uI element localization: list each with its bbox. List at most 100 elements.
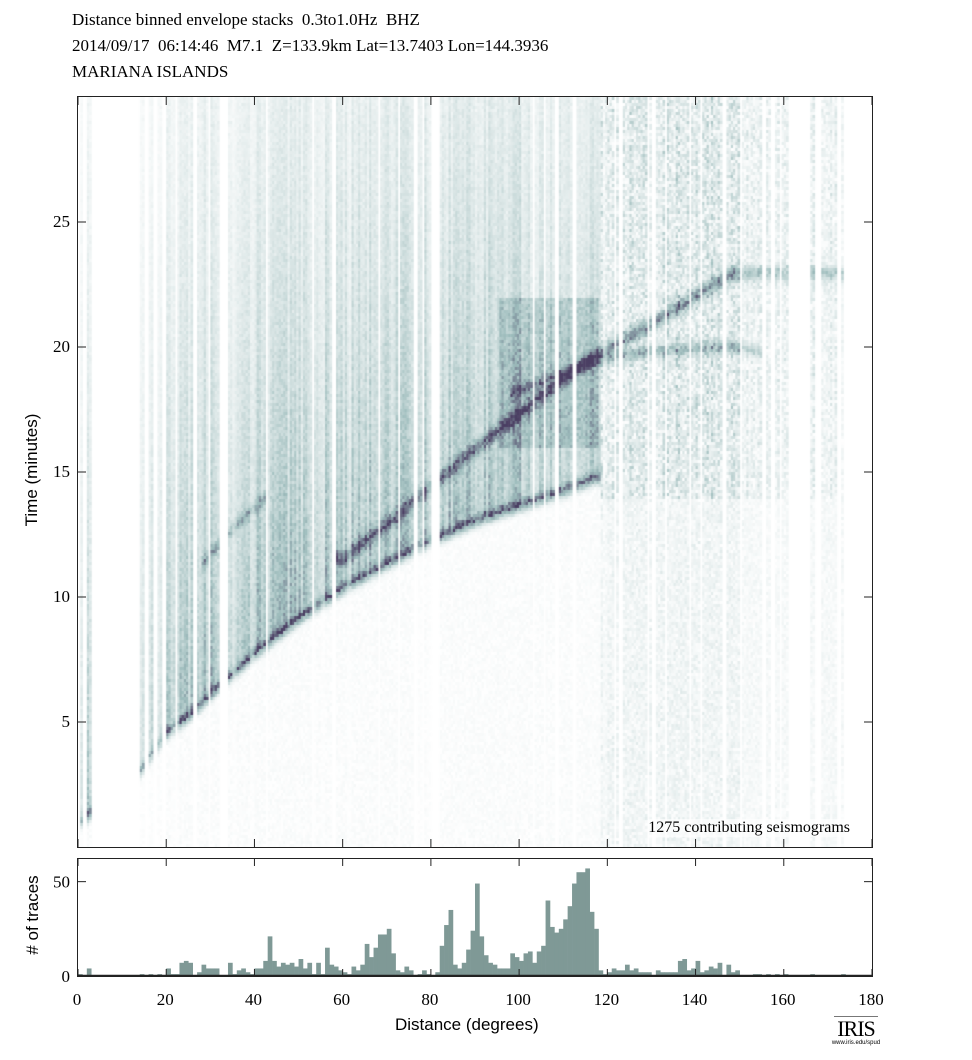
histogram-bar bbox=[699, 972, 705, 976]
histogram-bar bbox=[594, 928, 599, 976]
histogram-bar bbox=[598, 970, 604, 976]
iris-url: www.iris.edu/spud bbox=[831, 1040, 881, 1046]
histogram-bar bbox=[642, 972, 648, 976]
seismogram-wave-icon bbox=[834, 1016, 878, 1017]
histogram-bar bbox=[338, 970, 343, 976]
histogram-bar bbox=[567, 906, 573, 976]
histogram-bar bbox=[580, 872, 586, 976]
histogram-bar bbox=[382, 934, 388, 976]
x-tick-label: 20 bbox=[157, 990, 174, 1009]
histogram-bar bbox=[510, 953, 515, 976]
trace-count-histogram bbox=[77, 858, 873, 977]
histogram-bar bbox=[673, 972, 679, 976]
histogram-bar bbox=[272, 960, 277, 976]
histogram-bar bbox=[576, 872, 582, 976]
histogram-bar bbox=[611, 968, 617, 976]
histogram-bar bbox=[677, 960, 683, 976]
envelope-heatmap bbox=[78, 97, 872, 847]
histogram-bar bbox=[620, 970, 626, 976]
histogram-bar bbox=[444, 925, 449, 976]
iris-logo-text: IRIS bbox=[837, 1016, 876, 1041]
histogram-bar bbox=[461, 962, 467, 976]
histogram-bar bbox=[439, 945, 445, 976]
hist-y-tick-label: 50 bbox=[53, 873, 70, 892]
histogram-bar bbox=[629, 970, 635, 976]
chart-title: Distance binned envelope stacks 0.3to1.0… bbox=[72, 10, 420, 29]
x-tick-label: 0 bbox=[73, 990, 82, 1009]
histogram-bar bbox=[664, 972, 670, 976]
histogram-bar bbox=[333, 966, 339, 976]
x-tick-label: 180 bbox=[858, 990, 884, 1009]
histogram-bar bbox=[717, 962, 723, 976]
histogram-bar bbox=[395, 970, 401, 976]
histogram-bar bbox=[505, 968, 511, 976]
histogram-bar bbox=[355, 970, 361, 976]
histogram-bar bbox=[307, 962, 313, 976]
histogram-bar bbox=[373, 947, 379, 976]
histogram-bar bbox=[214, 968, 220, 976]
histogram-bar bbox=[316, 962, 321, 976]
histogram-bar bbox=[86, 968, 92, 976]
histogram-bar bbox=[422, 970, 427, 976]
histogram-bar bbox=[210, 968, 216, 976]
hist-y-tick-label: 0 bbox=[62, 967, 71, 986]
histogram-bar bbox=[514, 957, 520, 976]
histogram-bar bbox=[519, 960, 524, 976]
histogram-bar bbox=[686, 970, 692, 976]
histogram-bar bbox=[527, 951, 533, 976]
main-y-tick-labels: 5 10 15 20 25 bbox=[53, 212, 70, 731]
histogram-bar bbox=[713, 968, 718, 976]
histogram-bar bbox=[572, 883, 577, 976]
histogram-bar bbox=[386, 928, 392, 976]
histogram-bar bbox=[558, 928, 564, 976]
histogram-bar bbox=[258, 968, 264, 976]
histogram-bar bbox=[466, 949, 471, 976]
x-axis-label-distance: Distance (degrees) bbox=[395, 1015, 539, 1034]
seismogram-count-annotation: 1275 contributing seismograms bbox=[648, 819, 850, 837]
y-tick-label: 25 bbox=[53, 212, 70, 231]
histogram-bar bbox=[448, 909, 454, 976]
histogram-bar bbox=[589, 911, 595, 976]
histogram-bar bbox=[492, 964, 498, 976]
histogram-bar bbox=[452, 964, 458, 976]
x-tick-label: 100 bbox=[505, 990, 531, 1009]
histogram-bar bbox=[369, 957, 374, 976]
histogram-bar bbox=[254, 968, 260, 976]
histogram-bar bbox=[730, 972, 736, 976]
histogram-bar bbox=[280, 962, 286, 976]
histogram-bar bbox=[205, 968, 211, 976]
histogram-bar bbox=[497, 968, 502, 976]
histogram-bar bbox=[488, 962, 493, 976]
histogram-bar bbox=[404, 966, 410, 976]
histogram-bar bbox=[726, 964, 732, 976]
histogram-bar bbox=[360, 964, 366, 976]
histogram-bar bbox=[245, 972, 251, 976]
histogram-bar bbox=[523, 953, 529, 976]
region-name: MARIANA ISLANDS bbox=[72, 62, 229, 81]
envelope-stack-plot: 1275 contributing seismograms bbox=[77, 96, 873, 848]
histogram-bar bbox=[236, 970, 242, 976]
histogram-bar bbox=[585, 868, 590, 976]
histogram-bar bbox=[479, 936, 485, 976]
histogram-bar bbox=[647, 972, 652, 976]
histogram-bar bbox=[545, 900, 551, 976]
histogram-bar bbox=[475, 883, 480, 976]
histogram-bar bbox=[660, 972, 665, 976]
histogram-bar bbox=[669, 972, 674, 976]
histogram-bar bbox=[691, 968, 696, 976]
y-tick-label: 20 bbox=[53, 337, 70, 356]
histogram-bar bbox=[298, 959, 304, 976]
x-tick-label: 140 bbox=[682, 990, 708, 1009]
histogram-bar bbox=[682, 959, 688, 976]
x-tick-label: 80 bbox=[421, 990, 438, 1009]
histogram-bar bbox=[541, 945, 546, 976]
histogram-bar bbox=[554, 932, 560, 976]
histogram-bar bbox=[435, 972, 441, 976]
histogram-bars bbox=[77, 859, 873, 977]
histogram-bar bbox=[294, 966, 299, 976]
histogram-bar bbox=[532, 962, 538, 976]
x-tick-label: 120 bbox=[594, 990, 620, 1009]
event-info: 2014/09/17 06:14:46 M7.1 Z=133.9km Lat=1… bbox=[72, 36, 549, 55]
histogram-bar bbox=[342, 972, 348, 976]
histogram-bar bbox=[633, 968, 639, 976]
